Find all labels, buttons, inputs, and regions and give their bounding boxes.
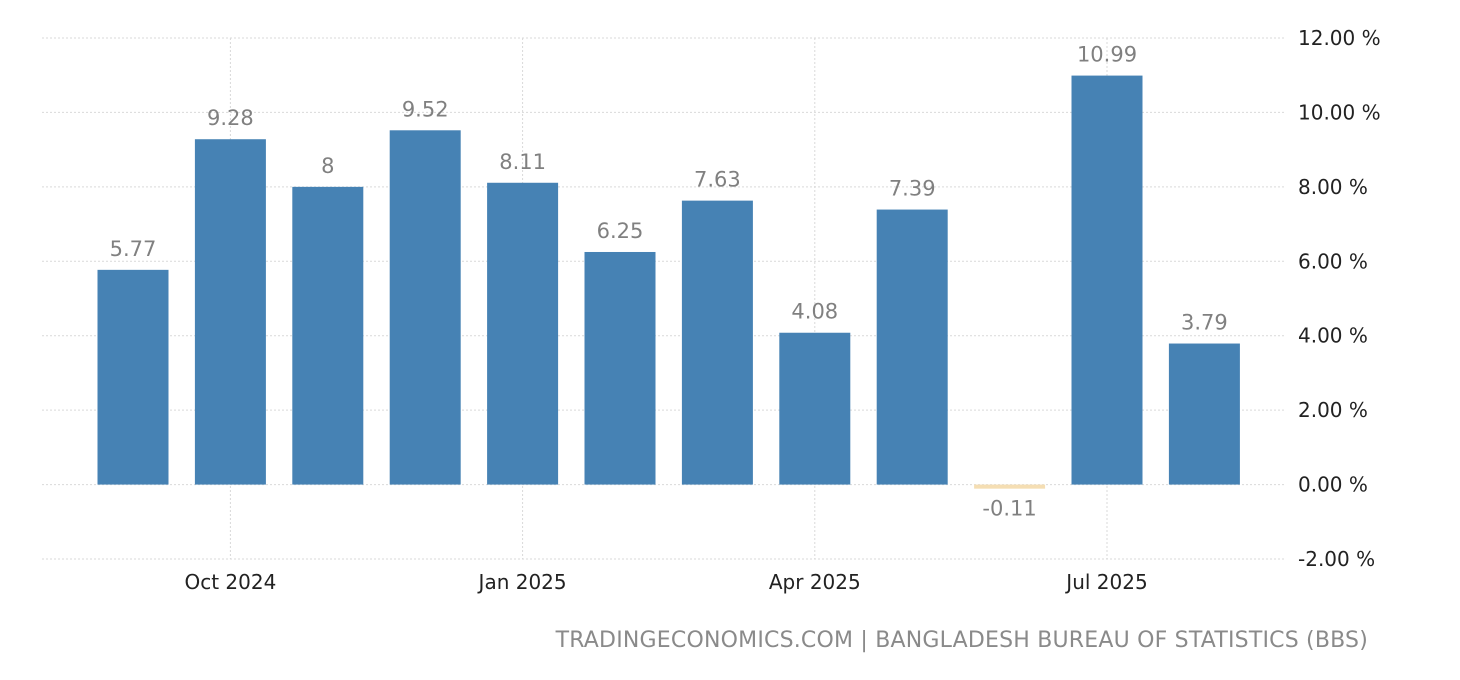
bar-oct-2024	[194, 139, 266, 485]
y-tick-label: 12.00 %	[1298, 26, 1381, 50]
bar-nov-2024	[292, 186, 364, 485]
y-axis-ticks: 12.00 % 10.00 % 8.00 % 6.00 % 4.00 % 2.00 % 0.…	[1298, 26, 1381, 571]
bar-dec-2024	[389, 130, 461, 485]
data-label: 8	[321, 154, 334, 178]
bar-may-2025	[876, 209, 948, 485]
data-label: 7.39	[889, 177, 936, 201]
y-tick-label: 4.00 %	[1298, 324, 1368, 348]
bar-apr-2025	[779, 332, 851, 485]
y-tick-label: -2.00 %	[1298, 547, 1375, 571]
data-label: 9.52	[402, 97, 449, 121]
x-tick-label: Apr 2025	[769, 570, 861, 594]
data-label: 8.11	[499, 150, 546, 174]
x-tick-label: Oct 2024	[184, 570, 276, 594]
x-axis-ticks: Oct 2024 Jan 2025 Apr 2025 Jul 2025	[184, 570, 1147, 594]
bar-sep-2024	[97, 269, 169, 485]
bar-mar-2025	[681, 200, 753, 485]
bar-aug-2025	[1168, 343, 1240, 485]
data-label: 9.28	[207, 106, 254, 130]
source-attribution: TRADINGECONOMICS.COM | BANGLADESH BUREAU…	[555, 628, 1368, 653]
y-tick-label: 6.00 %	[1298, 249, 1368, 273]
data-label: -0.11	[982, 497, 1036, 521]
x-tick-label: Jul 2025	[1064, 570, 1147, 594]
data-label: 5.77	[110, 237, 157, 261]
data-labels: 5.77 9.28 8 9.52 8.11 6.25 7.63 4.08 7.39 -0.11 10…	[110, 43, 1228, 521]
bar-jul-2025	[1071, 75, 1143, 485]
data-label: 10.99	[1077, 43, 1137, 67]
data-label: 7.63	[694, 168, 741, 192]
bar-jun-2025	[974, 484, 1046, 489]
data-label: 3.79	[1181, 311, 1228, 335]
bar-jan-2025	[487, 182, 559, 485]
data-label: 6.25	[597, 219, 644, 243]
y-tick-label: 10.00 %	[1298, 100, 1381, 124]
data-label: 4.08	[791, 300, 838, 324]
x-tick-label: Jan 2025	[477, 570, 567, 594]
y-tick-label: 2.00 %	[1298, 398, 1368, 422]
y-tick-label: 8.00 %	[1298, 175, 1368, 199]
bars	[97, 75, 1240, 489]
y-tick-label: 0.00 %	[1298, 473, 1368, 497]
bar-feb-2025	[584, 251, 656, 485]
